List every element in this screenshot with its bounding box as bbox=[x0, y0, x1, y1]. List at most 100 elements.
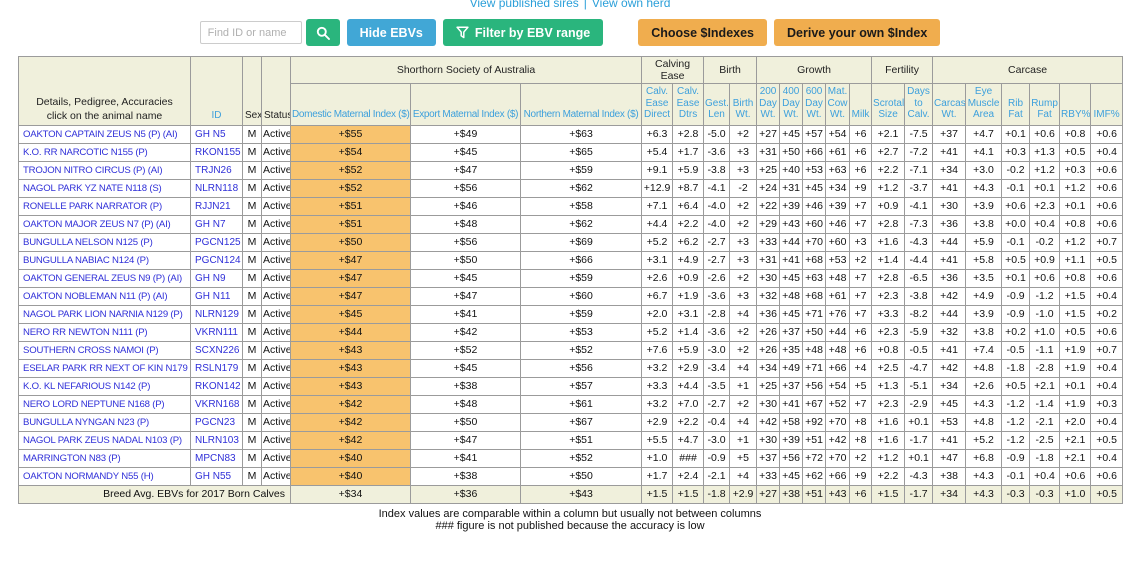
ebv-cell: -1.7 bbox=[904, 430, 934, 450]
animal-id-link[interactable]: GH N55 bbox=[190, 466, 243, 486]
group-shorthorn-society: Shorthorn Society of Australia bbox=[289, 56, 643, 84]
animal-id-link[interactable]: TRJN26 bbox=[190, 160, 243, 180]
ebv-cell: +3.9 bbox=[965, 196, 1003, 216]
ebv-cell: +3 bbox=[729, 142, 758, 162]
col-200-day-weight[interactable]: 200 Day Wt. bbox=[756, 83, 781, 126]
col-northern-maternal-index[interactable]: Northern Maternal Index ($) bbox=[519, 83, 643, 126]
search-button[interactable] bbox=[305, 19, 340, 46]
ebv-cell: -4.7 bbox=[904, 358, 934, 378]
ebv-cell: +61 bbox=[825, 286, 851, 306]
ebv-cell: -1.2 bbox=[1001, 430, 1031, 450]
animal-id-link[interactable]: MPCN83 bbox=[190, 448, 243, 468]
view-published-sires-link[interactable]: View published sires bbox=[469, 0, 579, 10]
id-column-header[interactable]: ID bbox=[190, 56, 243, 126]
animal-id-link[interactable]: RKON155 bbox=[190, 142, 243, 162]
northern-index-cell: +$69 bbox=[519, 232, 643, 252]
col-gestation-length[interactable]: Gest. Len bbox=[703, 83, 731, 126]
animal-name-link[interactable]: MARRINGTON N83 (P) bbox=[18, 448, 191, 468]
animal-name-link[interactable]: K.O. KL NEFARIOUS N142 (P) bbox=[18, 376, 191, 396]
ebv-cell: -3.0 bbox=[703, 340, 731, 360]
animal-name-link[interactable]: NAGOL PARK ZEUS NADAL N103 (P) bbox=[18, 430, 191, 450]
animal-name-link[interactable]: SOUTHERN CROSS NAMOI (P) bbox=[18, 340, 191, 360]
col-rby-percent[interactable]: RBY% bbox=[1059, 83, 1092, 126]
col-rib-fat[interactable]: Rib Fat bbox=[1001, 83, 1031, 126]
col-imf-percent[interactable]: IMF% bbox=[1090, 83, 1124, 126]
ebv-cell: +6.8 bbox=[965, 448, 1003, 468]
animal-name-link[interactable]: OAKTON NORMANDY N55 (H) bbox=[18, 466, 191, 486]
animal-name-link[interactable]: K.O. RR NARCOTIC N155 (P) bbox=[18, 142, 191, 162]
animal-id-link[interactable]: GH N7 bbox=[190, 214, 243, 234]
hide-ebvs-button[interactable]: Hide EBVs bbox=[346, 19, 436, 46]
col-days-to-calving[interactable]: Days to Calv. bbox=[904, 83, 934, 126]
choose-indexes-button[interactable]: Choose $Indexes bbox=[638, 19, 768, 46]
animal-name-link[interactable]: OAKTON CAPTAIN ZEUS N5 (P) (AI) bbox=[18, 124, 191, 144]
col-export-maternal-index[interactable]: Export Maternal Index ($) bbox=[410, 83, 521, 126]
col-calving-ease-direct[interactable]: Calv. Ease Direct bbox=[641, 83, 674, 126]
animal-id-link[interactable]: VKRN111 bbox=[190, 322, 243, 342]
animal-name-link[interactable]: TROJON NITRO CIRCUS (P) (AI) bbox=[18, 160, 191, 180]
animal-name-link[interactable]: OAKTON MAJOR ZEUS N7 (P) (AI) bbox=[18, 214, 191, 234]
search-input[interactable] bbox=[199, 21, 302, 44]
animal-name-link[interactable]: NAGOL PARK LION NARNIA N129 (P) bbox=[18, 304, 191, 324]
animal-id-link[interactable]: GH N5 bbox=[190, 124, 243, 144]
ebv-cell: +0.1 bbox=[1001, 124, 1031, 144]
col-scrotal-size[interactable]: Scrotal Size bbox=[871, 83, 906, 126]
animal-name-link[interactable]: OAKTON GENERAL ZEUS N9 (P) (AI) bbox=[18, 268, 191, 288]
ebv-avg-cell: +1.0 bbox=[1059, 484, 1092, 504]
col-eye-muscle-area[interactable]: Eye Muscle Area bbox=[965, 83, 1003, 126]
animal-name-link[interactable]: NERO RR NEWTON N111 (P) bbox=[18, 322, 191, 342]
col-rump-fat[interactable]: Rump Fat bbox=[1029, 83, 1061, 126]
animal-name-link[interactable]: BUNGULLA NABIAC N124 (P) bbox=[18, 250, 191, 270]
ebv-cell: +0.4 bbox=[1090, 412, 1124, 432]
animal-id-link[interactable]: PGCN125 bbox=[190, 232, 243, 252]
col-400-day-weight[interactable]: 400 Day Wt. bbox=[779, 83, 804, 126]
ebv-cell: +5.9 bbox=[672, 160, 705, 180]
animal-id-link[interactable]: NLRN118 bbox=[190, 178, 243, 198]
animal-name-link[interactable]: NAGOL PARK YZ NATE N118 (S) bbox=[18, 178, 191, 198]
ebv-cell: +4.9 bbox=[672, 250, 705, 270]
table-row: TROJON NITRO CIRCUS (P) (AI) TRJN26 M Activ… bbox=[18, 160, 1124, 180]
table-row: SOUTHERN CROSS NAMOI (P) SCXN226 M Active +$… bbox=[18, 340, 1124, 360]
animal-id-link[interactable]: NLRN103 bbox=[190, 430, 243, 450]
col-carcase-weight[interactable]: Carcase Wt. bbox=[932, 83, 967, 126]
ebv-cell: +3.3 bbox=[871, 304, 906, 324]
animal-id-link[interactable]: RJJN21 bbox=[190, 196, 243, 216]
animal-id-link[interactable]: NLRN129 bbox=[190, 304, 243, 324]
ebv-cell: +2 bbox=[729, 268, 758, 288]
ebv-cell: +3 bbox=[729, 160, 758, 180]
ebv-cell: -3.8 bbox=[904, 286, 934, 306]
domestic-index-cell: +$42 bbox=[290, 412, 411, 432]
ebv-cell: +5 bbox=[849, 376, 873, 396]
animal-name-link[interactable]: RONELLE PARK NARRATOR (P) bbox=[18, 196, 191, 216]
animal-name-link[interactable]: NERO LORD NEPTUNE N168 (P) bbox=[18, 394, 191, 414]
view-own-herd-link[interactable]: View own herd bbox=[591, 0, 671, 10]
animal-id-link[interactable]: GH N11 bbox=[190, 286, 243, 306]
ebv-cell: +1.7 bbox=[641, 466, 674, 486]
animal-id-link[interactable]: PGCN124 bbox=[190, 250, 243, 270]
animal-id-link[interactable]: GH N9 bbox=[190, 268, 243, 288]
col-milk[interactable]: Milk bbox=[849, 83, 873, 126]
animal-name-link[interactable]: ESELAR PARK RR NEXT OF KIN N179 (P) bbox=[18, 358, 191, 378]
col-calving-ease-daughters[interactable]: Calv. Ease Dtrs bbox=[672, 83, 705, 126]
ebv-cell: +7.4 bbox=[965, 340, 1003, 360]
col-domestic-maternal-index[interactable]: Domestic Maternal Index ($) bbox=[290, 83, 411, 126]
table-row: K.O. KL NEFARIOUS N142 (P) RKON142 M Active… bbox=[18, 376, 1124, 396]
animal-id-link[interactable]: SCXN226 bbox=[190, 340, 243, 360]
ebv-cell: +58 bbox=[779, 412, 804, 432]
animal-name-link[interactable]: OAKTON NOBLEMAN N11 (P) (AI) bbox=[18, 286, 191, 306]
animal-id-link[interactable]: RKON142 bbox=[190, 376, 243, 396]
export-index-cell: +$38 bbox=[410, 466, 521, 486]
derive-index-button[interactable]: Derive your own $Index bbox=[774, 19, 941, 46]
col-mature-cow-weight[interactable]: Mat. Cow Wt. bbox=[825, 83, 851, 126]
animal-id-link[interactable]: PGCN23 bbox=[190, 412, 243, 432]
filter-by-ebv-range-button[interactable]: Filter by EBV range bbox=[442, 19, 604, 46]
col-birth-weight[interactable]: Birth Wt. bbox=[729, 83, 758, 126]
ebv-cell: +9 bbox=[849, 466, 873, 486]
animal-name-link[interactable]: BUNGULLA NYNGAN N23 (P) bbox=[18, 412, 191, 432]
animal-id-link[interactable]: VKRN168 bbox=[190, 394, 243, 414]
export-index-cell: +$48 bbox=[410, 394, 521, 414]
animal-id-link[interactable]: RSLN179 bbox=[190, 358, 243, 378]
animal-name-link[interactable]: BUNGULLA NELSON N125 (P) bbox=[18, 232, 191, 252]
ebv-cell: +3.2 bbox=[641, 394, 674, 414]
col-600-day-weight[interactable]: 600 Day Wt. bbox=[802, 83, 827, 126]
